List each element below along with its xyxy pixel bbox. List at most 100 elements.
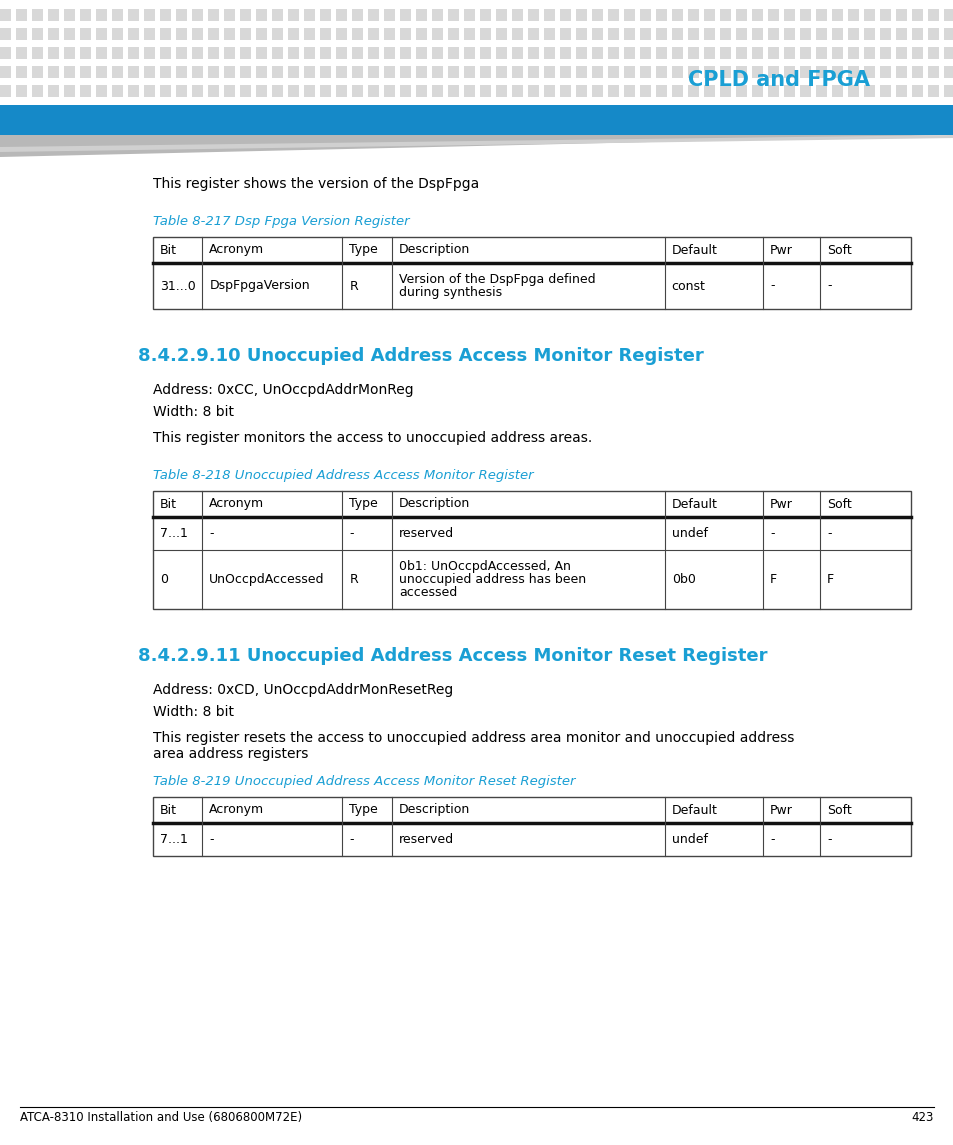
Bar — [496, 27, 506, 39]
Bar — [319, 27, 331, 39]
Text: Soft: Soft — [826, 497, 851, 511]
Bar — [559, 65, 571, 78]
Bar — [623, 47, 635, 58]
Bar — [208, 8, 219, 21]
Bar — [160, 47, 171, 58]
Bar — [512, 85, 522, 96]
Text: CPLD and FPGA: CPLD and FPGA — [687, 70, 869, 90]
Bar — [879, 65, 890, 78]
Bar — [255, 47, 267, 58]
Bar — [80, 47, 91, 58]
Bar — [304, 8, 314, 21]
Bar — [847, 85, 858, 96]
Bar — [463, 85, 475, 96]
Bar — [831, 85, 842, 96]
Bar — [319, 65, 331, 78]
Bar — [720, 65, 730, 78]
Text: F: F — [826, 572, 833, 586]
Text: Description: Description — [398, 497, 470, 511]
Bar — [783, 8, 794, 21]
Bar — [576, 85, 586, 96]
Bar — [224, 27, 234, 39]
Bar — [479, 27, 491, 39]
Bar — [895, 8, 906, 21]
Text: 8.4.2.9.11 Unoccupied Address Access Monitor Reset Register: 8.4.2.9.11 Unoccupied Address Access Mon… — [138, 647, 767, 665]
Bar — [687, 65, 699, 78]
Bar — [735, 27, 746, 39]
Bar — [943, 85, 953, 96]
Bar — [352, 27, 363, 39]
Bar — [496, 8, 506, 21]
Bar — [735, 85, 746, 96]
Bar — [112, 47, 123, 58]
Text: 31...0: 31...0 — [160, 279, 195, 292]
Bar — [152, 797, 910, 856]
Bar — [592, 85, 602, 96]
Bar — [463, 27, 475, 39]
Bar — [879, 85, 890, 96]
Bar — [416, 8, 427, 21]
Bar — [432, 47, 442, 58]
Bar — [607, 27, 618, 39]
Bar — [224, 47, 234, 58]
Text: undef: undef — [671, 527, 707, 540]
Bar — [448, 8, 458, 21]
Bar — [720, 8, 730, 21]
Text: accessed: accessed — [398, 586, 456, 599]
Bar — [80, 27, 91, 39]
Bar — [448, 65, 458, 78]
Bar — [847, 65, 858, 78]
Bar — [847, 47, 858, 58]
Bar — [96, 85, 107, 96]
Bar — [319, 85, 331, 96]
Bar — [16, 27, 27, 39]
Bar — [416, 85, 427, 96]
Bar — [800, 27, 810, 39]
Bar — [304, 85, 314, 96]
Bar — [656, 65, 666, 78]
Bar — [0, 105, 953, 135]
Bar — [368, 47, 378, 58]
Text: Table 8-219 Unoccupied Address Access Monitor Reset Register: Table 8-219 Unoccupied Address Access Mo… — [152, 775, 575, 788]
Bar — [240, 85, 251, 96]
Bar — [416, 65, 427, 78]
Bar — [463, 65, 475, 78]
Bar — [416, 27, 427, 39]
Bar — [208, 47, 219, 58]
Bar — [559, 47, 571, 58]
Bar — [192, 27, 203, 39]
Bar — [815, 8, 826, 21]
Bar — [175, 27, 187, 39]
Bar — [64, 85, 75, 96]
Text: DspFpgaVersion: DspFpgaVersion — [209, 279, 310, 292]
Text: Address: 0xCC, UnOccpdAddrMonReg: Address: 0xCC, UnOccpdAddrMonReg — [152, 382, 414, 397]
Bar — [128, 47, 139, 58]
Text: This register resets the access to unoccupied address area monitor and unoccupie: This register resets the access to unocc… — [152, 731, 794, 761]
Bar — [175, 8, 187, 21]
Text: Table 8-218 Unoccupied Address Access Monitor Register: Table 8-218 Unoccupied Address Access Mo… — [152, 469, 533, 482]
Bar — [895, 85, 906, 96]
Bar — [255, 27, 267, 39]
Bar — [543, 65, 555, 78]
Bar — [911, 47, 923, 58]
Bar — [368, 27, 378, 39]
Bar — [288, 27, 298, 39]
Bar — [863, 85, 874, 96]
Bar — [735, 47, 746, 58]
Bar — [448, 85, 458, 96]
Bar — [352, 65, 363, 78]
Bar — [144, 8, 154, 21]
Text: -: - — [349, 527, 354, 540]
Bar — [767, 27, 779, 39]
Bar — [80, 85, 91, 96]
Bar — [767, 65, 779, 78]
Text: F: F — [769, 572, 777, 586]
Bar — [576, 47, 586, 58]
Bar — [272, 47, 283, 58]
Text: -: - — [769, 527, 774, 540]
Bar — [767, 8, 779, 21]
Text: Soft: Soft — [826, 244, 851, 256]
Bar — [144, 65, 154, 78]
Bar — [240, 27, 251, 39]
Bar — [831, 27, 842, 39]
